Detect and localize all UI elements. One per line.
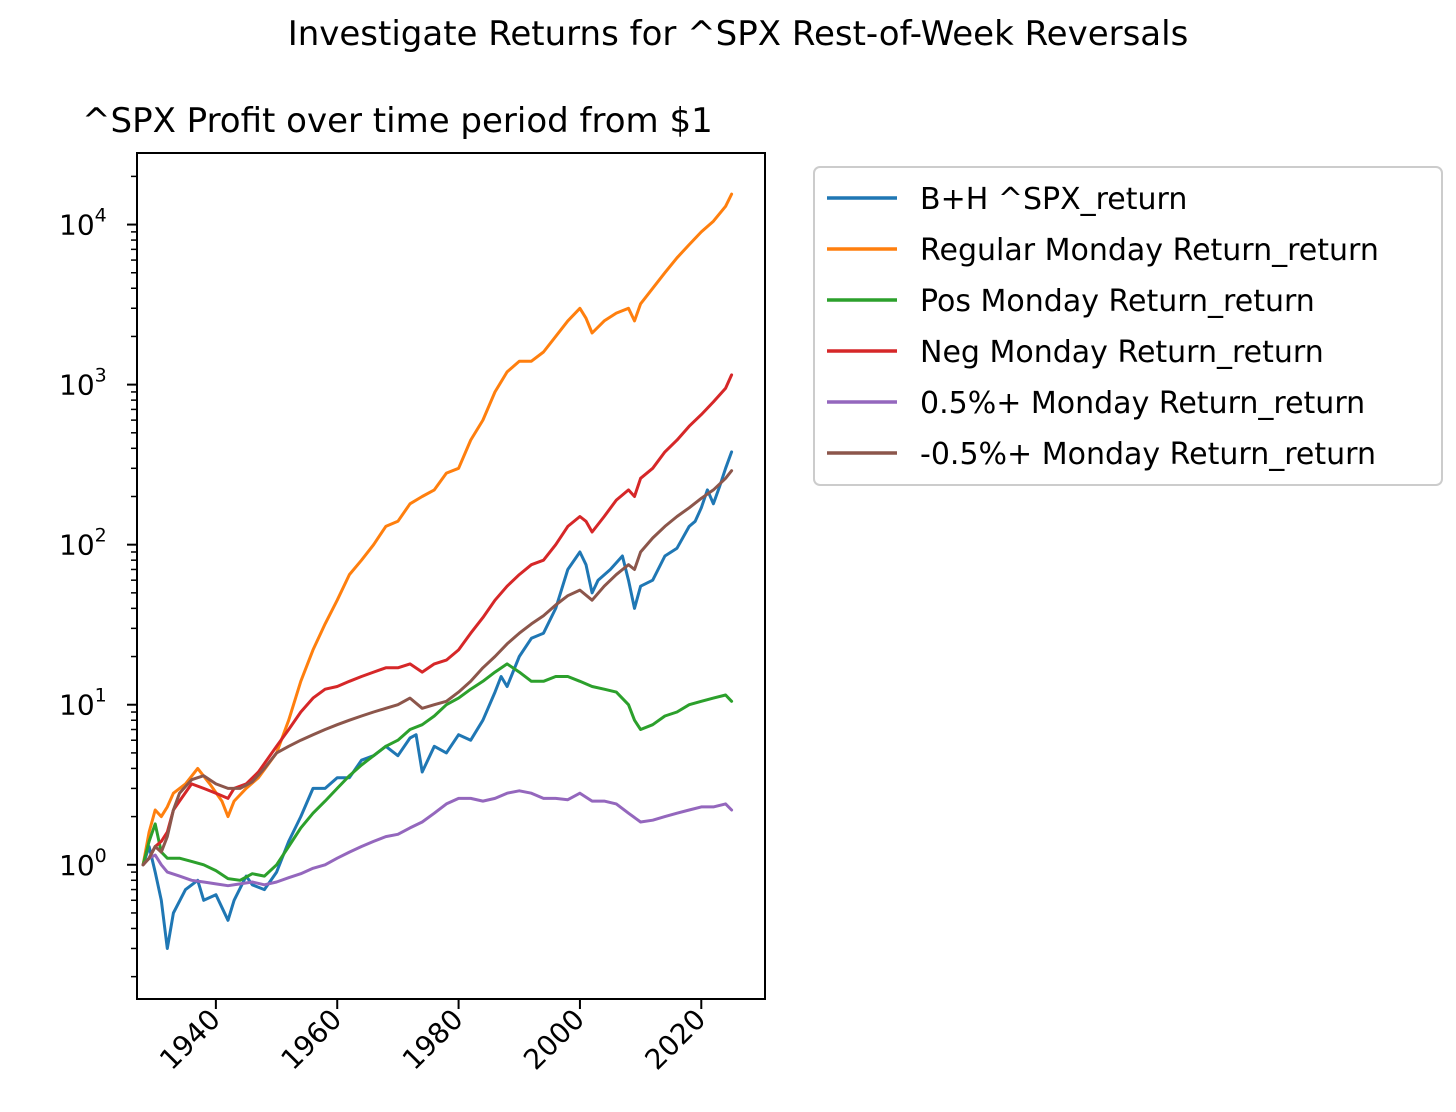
series-layer xyxy=(141,192,734,950)
x-tick-label: 1980 xyxy=(396,1003,470,1077)
y-axis: 100 101 102 103 104 xyxy=(59,175,137,978)
series-line-2 xyxy=(141,662,734,882)
plot-area xyxy=(137,153,765,999)
x-tick-label: 1940 xyxy=(153,1003,227,1077)
legend-label: Regular Monday Return_return xyxy=(920,233,1379,268)
series-line-4 xyxy=(141,789,734,888)
x-tick-label: 1960 xyxy=(274,1003,348,1077)
y-tick-label: 103 xyxy=(59,365,107,402)
legend: B+H ^SPX_return Regular Monday Return_ret… xyxy=(813,166,1443,486)
x-tick-label: 2020 xyxy=(639,1003,713,1077)
chart-title: ^SPX Profit over time period from $1 xyxy=(82,101,713,141)
x-axis: 1940 1960 1980 2000 2020 xyxy=(153,999,712,1076)
plot-frame xyxy=(136,152,766,1000)
y-tick-label: 102 xyxy=(59,525,107,562)
chart-suptitle: Investigate Returns for ^SPX Rest-of-Wee… xyxy=(288,14,1189,54)
legend-label: 0.5%+ Monday Return_return xyxy=(920,386,1365,421)
y-tick-label: 101 xyxy=(59,685,107,722)
y-tick-label: 100 xyxy=(59,845,107,882)
series-line-5 xyxy=(141,469,734,867)
legend-label: Neg Monday Return_return xyxy=(920,335,1324,370)
series-line-3 xyxy=(141,373,734,867)
series-line-1 xyxy=(141,192,734,867)
legend-label: B+H ^SPX_return xyxy=(920,182,1187,217)
series-line-0 xyxy=(141,450,734,950)
legend-frame xyxy=(813,166,1443,486)
y-tick-label: 104 xyxy=(59,205,107,242)
legend-label: -0.5%+ Monday Return_return xyxy=(920,437,1376,472)
x-tick-label: 2000 xyxy=(517,1003,591,1077)
legend-label: Pos Monday Return_return xyxy=(920,284,1315,319)
